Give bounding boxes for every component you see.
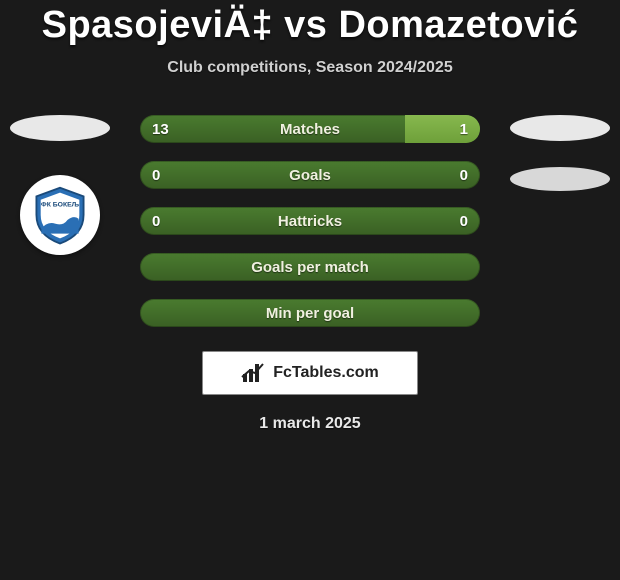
shield-icon: ФК БОКЕЉ (29, 184, 91, 246)
badge-text: ФК БОКЕЉ (41, 201, 80, 208)
stat-row-goals-per-match: Goals per match (140, 253, 480, 281)
page-title: SpasojeviÄ‡ vs Domazetović (0, 4, 620, 47)
right-player-marker-2 (510, 167, 610, 191)
brand-text: FcTables.com (273, 364, 379, 382)
stat-label: Matches (140, 115, 480, 143)
club-badge: ФК БОКЕЉ (20, 175, 100, 255)
stat-right-value: 1 (460, 115, 468, 143)
bar-chart-icon (241, 362, 267, 384)
subtitle: Club competitions, Season 2024/2025 (0, 59, 620, 77)
stat-row-min-per-goal: Min per goal (140, 299, 480, 327)
stat-row-matches: 13 Matches 1 (140, 115, 480, 143)
comparison-card: SpasojeviÄ‡ vs Domazetović Club competit… (0, 0, 620, 433)
right-player-marker-1 (510, 115, 610, 141)
stat-label: Goals (140, 161, 480, 189)
stat-row-goals: 0 Goals 0 (140, 161, 480, 189)
stats-area: ФК БОКЕЉ 13 Matches 1 0 Goals 0 0 Hattri… (0, 115, 620, 433)
stat-right-value: 0 (460, 207, 468, 235)
left-player-marker (10, 115, 110, 141)
stat-label: Goals per match (140, 253, 480, 281)
date-label: 1 march 2025 (0, 415, 620, 433)
brand-badge: FcTables.com (202, 351, 418, 395)
stat-right-value: 0 (460, 161, 468, 189)
stat-label: Min per goal (140, 299, 480, 327)
stat-row-hattricks: 0 Hattricks 0 (140, 207, 480, 235)
stat-rows: 13 Matches 1 0 Goals 0 0 Hattricks 0 Goa… (140, 115, 480, 327)
stat-label: Hattricks (140, 207, 480, 235)
